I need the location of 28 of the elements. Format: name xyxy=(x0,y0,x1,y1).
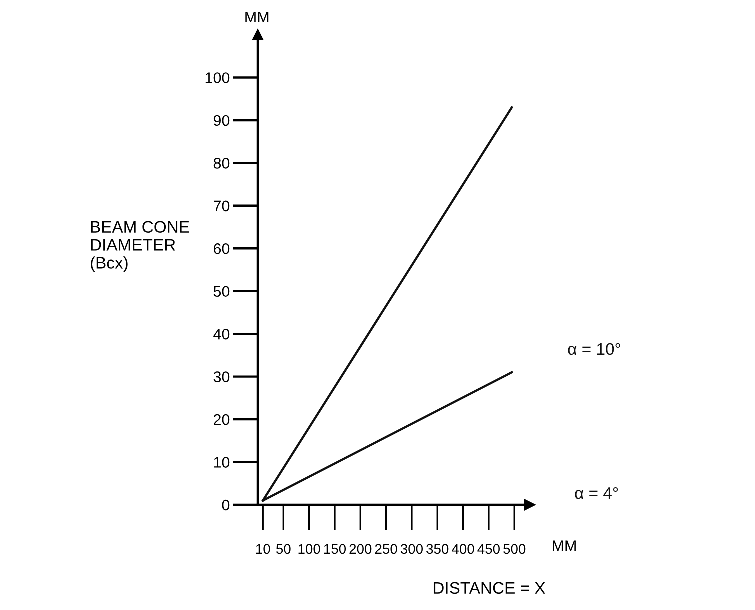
x-tick-label: 150 xyxy=(324,544,346,554)
x-tick-label: 100 xyxy=(298,544,320,554)
y-tick-label: 60 xyxy=(214,244,230,254)
x-tick-label: 200 xyxy=(350,544,372,554)
y-axis-title: BEAM CONE DIAMETER (Bcx) xyxy=(91,221,190,272)
text: α = 4° xyxy=(575,487,618,500)
y-tick-label: 0 xyxy=(222,500,230,511)
y-tick-label: 10 xyxy=(214,457,230,468)
y-tick-label: 100 xyxy=(206,72,230,84)
x-axis-title: DISTANCE = X xyxy=(434,582,546,594)
y-tick-label: 70 xyxy=(214,200,230,212)
x-tick-label: 50 xyxy=(276,544,291,554)
y-tick-label: 90 xyxy=(214,115,230,126)
y-tick-label: 50 xyxy=(214,286,230,298)
x-tick-label: 300 xyxy=(400,544,424,554)
x-tick-label: 350 xyxy=(426,544,449,554)
x-tick-label: 400 xyxy=(452,544,474,554)
text: MM xyxy=(246,12,269,22)
y-tick-label: 30 xyxy=(214,372,230,383)
y-tick-label: 20 xyxy=(214,414,230,426)
text: MM xyxy=(553,540,576,552)
text: α = 10° xyxy=(568,343,620,356)
y-tick-label: 80 xyxy=(214,158,230,169)
x-tick-label: 250 xyxy=(375,544,398,554)
x-tick-label: 450 xyxy=(478,544,500,554)
x-tick-label: 10 xyxy=(256,544,270,554)
y-tick-label: 40 xyxy=(214,328,230,340)
x-tick-label: 500 xyxy=(504,544,526,554)
